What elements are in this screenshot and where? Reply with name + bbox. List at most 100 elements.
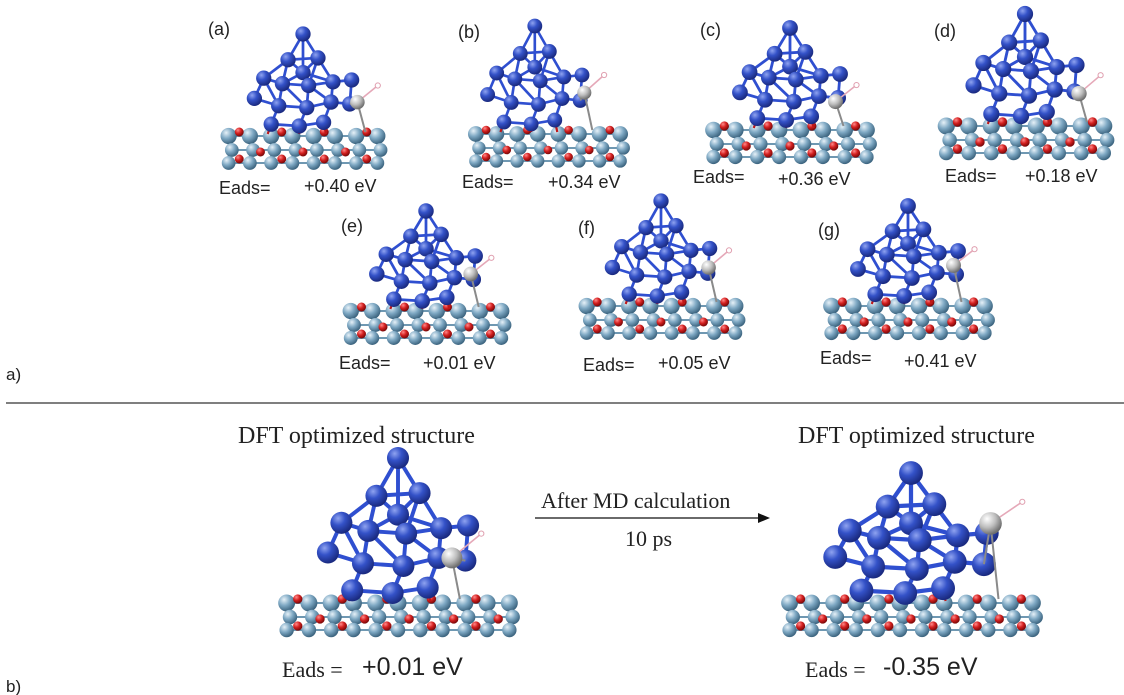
oxygen-atom	[997, 117, 1008, 127]
oxygen-atom	[952, 144, 963, 154]
oxygen-atom	[952, 117, 963, 127]
cluster-atom	[531, 96, 546, 112]
cluster-atom	[343, 72, 360, 88]
structure-dft-before-md	[278, 446, 520, 638]
support-atom	[1028, 145, 1044, 161]
cluster-atom	[875, 494, 900, 519]
support-atom	[601, 326, 615, 340]
support-atom	[476, 318, 490, 332]
support-atom	[785, 609, 800, 625]
cluster-atom	[629, 267, 645, 283]
cluster-atom	[899, 461, 923, 485]
oxygen-atom	[972, 594, 982, 604]
cluster-atom	[315, 114, 332, 130]
panel-a-label: a)	[6, 365, 21, 384]
cluster-atom	[991, 85, 1008, 102]
support-atom	[369, 127, 386, 145]
oxygen-atom	[277, 127, 287, 137]
oxygen-atom	[829, 141, 839, 151]
oxygen-atom	[635, 324, 645, 334]
cluster-atom	[357, 519, 380, 542]
structure-tag-f: (f)	[578, 218, 595, 238]
oxygen-atom	[293, 621, 303, 631]
cluster-atom	[1068, 56, 1085, 74]
cluster-atom	[1032, 32, 1049, 49]
support-atom	[1050, 117, 1068, 135]
oxygen-atom	[975, 137, 985, 147]
cluster-atom	[632, 244, 649, 260]
cluster-atom	[386, 503, 410, 526]
right-structure-title: DFT optimized structure	[798, 423, 1035, 449]
adsorbate-atom	[946, 257, 961, 273]
cluster-atom	[423, 253, 440, 270]
support-atom	[428, 302, 445, 320]
cluster-atom	[766, 45, 783, 62]
oxygen-atom	[903, 317, 913, 327]
oxygen-atom	[720, 324, 730, 334]
support-atom	[571, 126, 587, 142]
cluster-atom	[653, 233, 669, 249]
cluster-atom	[480, 87, 496, 103]
support-atom	[823, 297, 840, 315]
oxygen-atom	[584, 145, 594, 155]
oxygen-atom	[357, 302, 366, 312]
oxygen-atom	[785, 141, 795, 151]
support-atom	[977, 325, 992, 341]
support-atom	[750, 149, 765, 165]
support-atom	[368, 622, 383, 638]
support-atom	[866, 297, 884, 315]
cluster-atom	[604, 259, 621, 276]
support-atom	[771, 149, 787, 165]
support-atom	[572, 154, 586, 168]
support-atom	[709, 136, 724, 152]
oxygen-atom	[1087, 144, 1098, 154]
oxygen-atom	[471, 621, 481, 631]
cluster-atom	[945, 523, 970, 548]
cluster-atom	[638, 219, 654, 236]
support-atom	[599, 297, 616, 315]
cluster-atom	[246, 90, 263, 107]
support-atom	[323, 622, 339, 638]
cluster-atom	[797, 44, 814, 60]
oxygen-atom	[486, 329, 495, 339]
cluster-atom	[681, 263, 697, 279]
support-atom	[663, 297, 680, 315]
hydrogen-atom	[374, 82, 381, 89]
cluster-atom	[256, 70, 272, 86]
oxygen-atom	[969, 324, 979, 334]
eads-label-b: Eads=	[462, 172, 514, 192]
support-atom	[959, 622, 974, 638]
support-atom	[579, 326, 594, 340]
cluster-atom	[922, 492, 947, 517]
cluster-atom	[414, 293, 430, 309]
oxygen-atom	[523, 152, 532, 162]
support-atom	[837, 149, 852, 165]
support-atom	[1028, 609, 1043, 625]
left-structure-title: DFT optimized structure	[238, 423, 475, 449]
cluster-atom	[341, 579, 364, 602]
support-atom	[390, 622, 406, 638]
hydrogen-atom	[1019, 498, 1026, 505]
support-atom	[554, 141, 569, 155]
cluster-atom	[658, 246, 675, 262]
cluster-atom	[903, 270, 920, 286]
cluster-atom	[849, 578, 874, 603]
support-atom	[643, 326, 658, 340]
support-atom	[224, 143, 239, 157]
oxygen-atom	[481, 152, 491, 162]
support-atom	[241, 127, 258, 145]
hydrogen-atom	[1097, 72, 1104, 79]
support-atom	[961, 145, 977, 161]
cluster-atom	[381, 581, 404, 605]
support-atom	[824, 325, 839, 341]
cluster-atom	[1048, 58, 1065, 76]
support-atom	[958, 312, 974, 328]
support-atom	[550, 126, 567, 142]
oxygen-atom	[884, 621, 894, 631]
cluster-atom	[823, 545, 848, 569]
oxygen-atom	[994, 614, 1004, 624]
adsorbate-atom	[463, 266, 479, 282]
oxygen-atom	[493, 614, 503, 624]
structure-c	[705, 20, 877, 165]
